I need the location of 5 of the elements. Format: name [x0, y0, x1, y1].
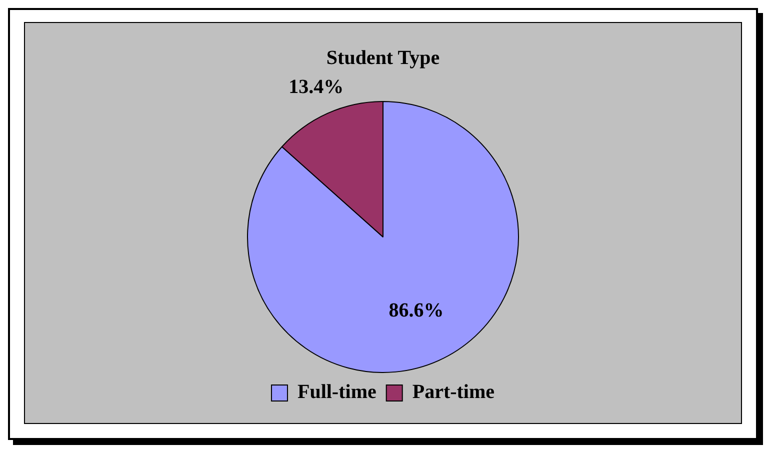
- data-label: 86.6%: [388, 299, 444, 322]
- legend-label: Part-time: [412, 381, 495, 404]
- chart-title: Student Type: [326, 47, 440, 70]
- legend-label: Full-time: [297, 381, 376, 404]
- data-label: 13.4%: [288, 76, 344, 98]
